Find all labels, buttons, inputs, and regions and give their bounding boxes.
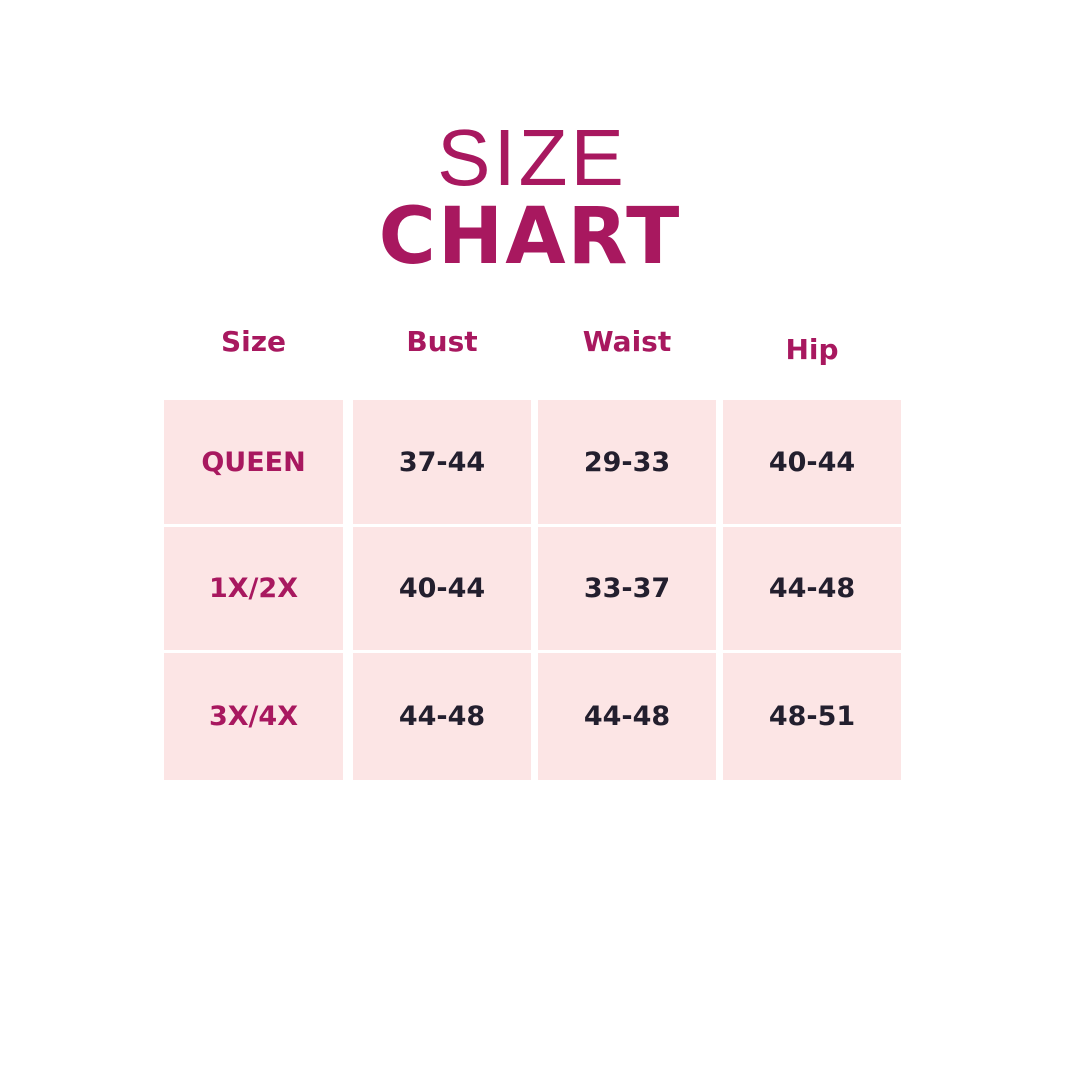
measurement-cell: 44-48	[723, 527, 901, 650]
measurement-cell: 33-37	[538, 527, 716, 650]
title-size: SIZE	[437, 113, 627, 202]
measurement-cell: 40-44	[723, 400, 901, 524]
column-header-size: Size	[220, 325, 287, 358]
measurement-cell: 44-48	[353, 653, 531, 780]
measurement-cell: 37-44	[353, 400, 531, 524]
title-chart: CHART	[378, 192, 682, 282]
size-label-cell: QUEEN	[164, 400, 343, 524]
measurement-cell: 29-33	[538, 400, 716, 524]
column-header-waist: Waist	[582, 325, 672, 358]
column-header-bust: Bust	[406, 325, 478, 358]
measurement-cell: 40-44	[353, 527, 531, 650]
measurement-cell: 48-51	[723, 653, 901, 780]
column-header-hip: Hip	[785, 333, 839, 366]
size-label-cell: 3X/4X	[164, 653, 343, 780]
size-label-cell: 1X/2X	[164, 527, 343, 650]
measurement-cell: 44-48	[538, 653, 716, 780]
